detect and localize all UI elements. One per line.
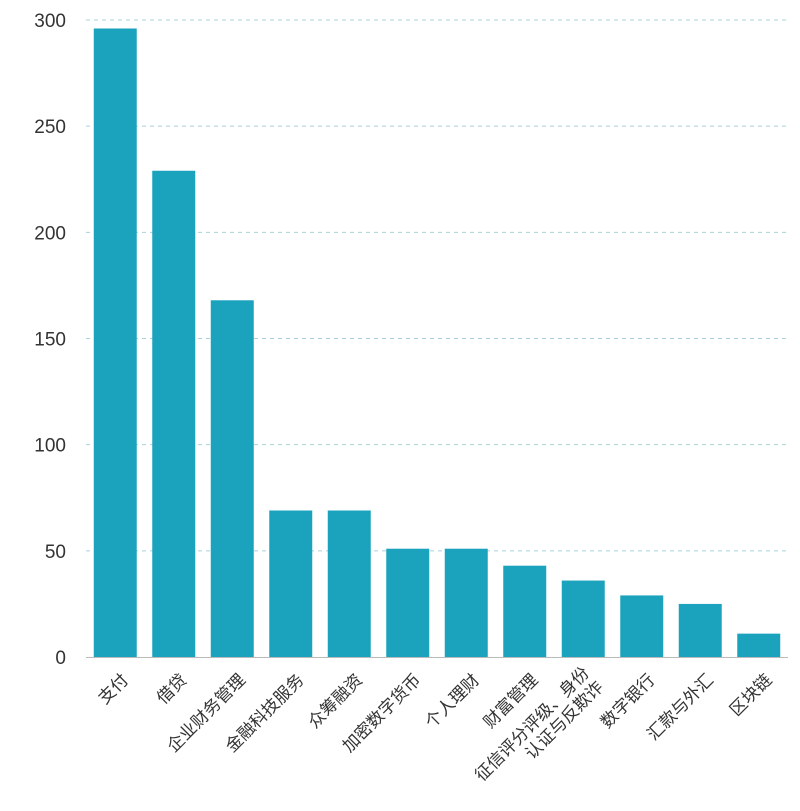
y-tick-label: 250 [34,117,66,138]
x-axis-ticks: 支付 借贷企业财务管理金融科技服务众筹融资加密数字货币个人理财财富管理征信评分评级… [95,663,777,785]
svg-text:支付: 支付 [95,670,133,708]
bar [93,28,137,657]
y-tick-label: 200 [34,223,66,244]
svg-text:借贷: 借贷 [153,670,191,708]
x-tick-label: 支付 [95,670,133,708]
y-tick-label: 0 [55,648,66,669]
bar [269,510,313,657]
bar [152,170,196,658]
bar [327,510,371,657]
y-axis-ticks: 0 50 100 150 200 250 300 [34,11,66,669]
bar [386,548,430,657]
bar [561,580,605,657]
svg-text:个人理财: 个人理财 [422,670,484,732]
x-tick-label: 个人理财 [422,670,484,732]
x-tick-label: 区块链 [726,670,776,720]
y-tick-label: 150 [34,330,66,351]
svg-text:区块链: 区块链 [726,670,776,720]
bar [620,595,664,657]
bar [737,633,781,657]
bars [93,28,781,658]
y-tick-label: 100 [34,436,66,457]
y-tick-label: 50 [45,542,66,563]
bar [210,300,254,657]
bar [678,603,722,657]
bar [503,565,547,657]
y-tick-label: 300 [34,11,66,32]
x-tick-label: 借贷 [153,670,191,708]
bar [444,548,488,657]
gridlines [86,19,788,552]
